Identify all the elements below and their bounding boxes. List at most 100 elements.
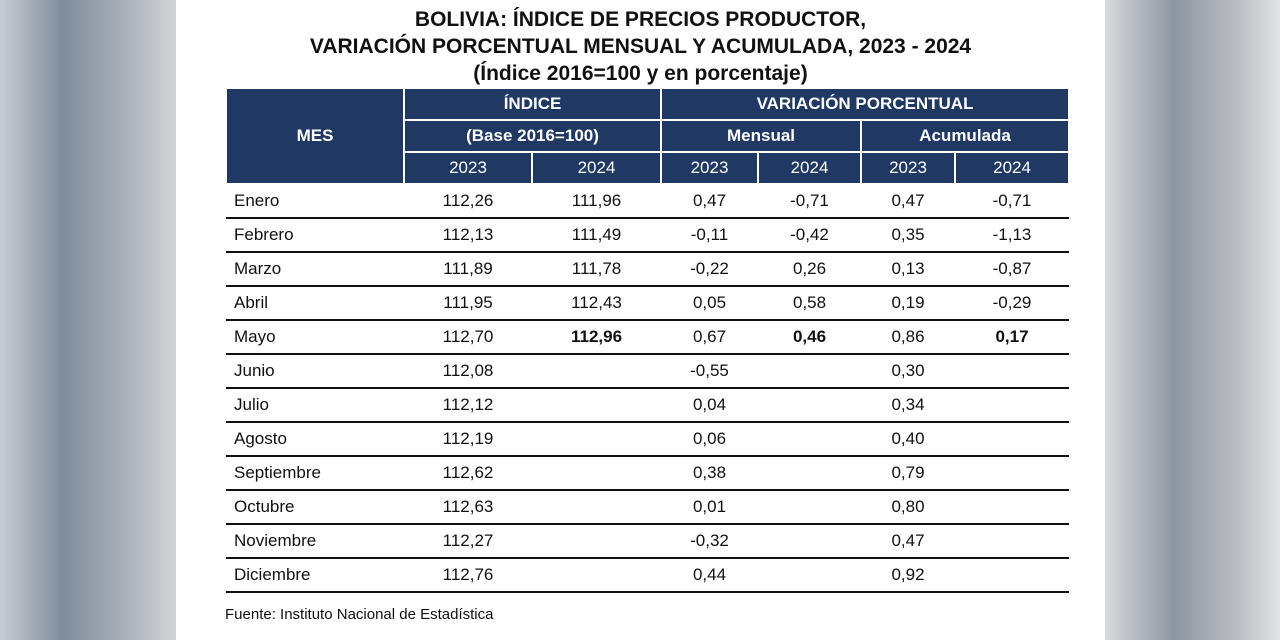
table-row: Julio 112,12 0,04 0,34: [226, 388, 1070, 423]
cell-indice-2024: 111,78: [532, 252, 661, 287]
cell-indice-2023: 112,70: [404, 320, 532, 355]
table-row: Octubre 112,63 0,01 0,80: [226, 490, 1070, 525]
cell-indice-2024: [532, 524, 661, 559]
cell-mes: Abril: [226, 286, 404, 321]
cell-mes: Noviembre: [226, 524, 404, 559]
cell-indice-2024: 112,43: [532, 286, 661, 321]
cell-indice-2023: 112,13: [404, 218, 532, 253]
cell-mensual-2023: -0,11: [661, 218, 758, 253]
cell-mes: Marzo: [226, 252, 404, 287]
header-year: 2024: [531, 151, 662, 185]
cell-indice-2024: [532, 388, 661, 423]
cell-acumulada-2023: 0,34: [861, 388, 955, 423]
title-line-3: (Índice 2016=100 y en porcentaje): [473, 62, 808, 85]
cell-mes: Julio: [226, 388, 404, 423]
header-year: 2024: [953, 151, 1071, 185]
cell-mensual-2024: -0,71: [758, 184, 861, 219]
cell-indice-2023: 112,08: [404, 354, 532, 389]
cell-acumulada-2023: 0,92: [861, 558, 955, 593]
table-row: Noviembre 112,27 -0,32 0,47: [226, 524, 1070, 559]
cell-mensual-2023: -0,55: [661, 354, 758, 389]
price-index-table: MES ÍNDICE VARIACIÓN PORCENTUAL (Base 20…: [225, 87, 1071, 593]
cell-mensual-2023: -0,22: [661, 252, 758, 287]
table-row: Junio 112,08 -0,55 0,30: [226, 354, 1070, 389]
cell-acumulada-2023: 0,79: [861, 456, 955, 491]
table-row: Abril 111,95 112,43 0,05 0,58 0,19 -0,29: [226, 286, 1070, 321]
cell-acumulada-2023: 0,40: [861, 422, 955, 457]
cell-mensual-2023: 0,01: [661, 490, 758, 525]
cell-indice-2024: [532, 558, 661, 593]
cell-indice-2023: 112,27: [404, 524, 532, 559]
cell-acumulada-2023: 0,19: [861, 286, 955, 321]
table-row: Marzo 111,89 111,78 -0,22 0,26 0,13 -0,8…: [226, 252, 1070, 287]
cell-acumulada-2024: [955, 422, 1070, 457]
header-variacion: VARIACIÓN PORCENTUAL: [659, 87, 1071, 121]
cell-indice-2023: 112,12: [404, 388, 532, 423]
cell-mensual-2023: 0,47: [661, 184, 758, 219]
cell-mensual-2024: [758, 354, 861, 389]
cell-acumulada-2024: -1,13: [955, 218, 1070, 253]
cell-acumulada-2024: -0,29: [955, 286, 1070, 321]
cell-acumulada-2024: [955, 354, 1070, 389]
cell-indice-2023: 112,62: [404, 456, 532, 491]
cell-acumulada-2024: [955, 388, 1070, 423]
background-left: [0, 0, 178, 640]
cell-mensual-2024: [758, 558, 861, 593]
cell-indice-2024: 112,96: [532, 320, 661, 355]
cell-acumulada-2023: 0,35: [861, 218, 955, 253]
header-year: 2023: [860, 151, 956, 185]
cell-acumulada-2023: 0,47: [861, 524, 955, 559]
header-year: 2023: [660, 151, 759, 185]
title-line-2: VARIACIÓN PORCENTUAL MENSUAL Y ACUMULADA…: [309, 35, 972, 58]
cell-mensual-2024: [758, 490, 861, 525]
title-line-1: BOLIVIA: ÍNDICE DE PRECIOS PRODUCTOR,: [414, 8, 867, 31]
cell-indice-2023: 112,63: [404, 490, 532, 525]
cell-mensual-2024: 0,58: [758, 286, 861, 321]
cell-mensual-2023: 0,67: [661, 320, 758, 355]
cell-acumulada-2024: [955, 456, 1070, 491]
cell-indice-2024: [532, 354, 661, 389]
cell-mensual-2023: 0,38: [661, 456, 758, 491]
document-page: BOLIVIA: ÍNDICE DE PRECIOS PRODUCTOR, VA…: [176, 0, 1105, 640]
cell-indice-2024: 111,49: [532, 218, 661, 253]
cell-indice-2024: [532, 490, 661, 525]
cell-mes: Septiembre: [226, 456, 404, 491]
cell-mensual-2023: 0,44: [661, 558, 758, 593]
cell-mensual-2024: 0,26: [758, 252, 861, 287]
cell-acumulada-2024: [955, 558, 1070, 593]
cell-acumulada-2024: -0,87: [955, 252, 1070, 287]
cell-acumulada-2024: -0,71: [955, 184, 1070, 219]
header-base: (Base 2016=100): [403, 119, 662, 153]
cell-mes: Agosto: [226, 422, 404, 457]
cell-acumulada-2023: 0,86: [861, 320, 955, 355]
table-row: Enero 112,26 111,96 0,47 -0,71 0,47 -0,7…: [226, 184, 1070, 219]
header-indice: ÍNDICE: [403, 87, 662, 121]
header-year: 2023: [403, 151, 533, 185]
background-right: [1104, 0, 1280, 640]
cell-mensual-2024: [758, 456, 861, 491]
table-row: Diciembre 112,76 0,44 0,92: [226, 558, 1070, 593]
cell-mes: Mayo: [226, 320, 404, 355]
cell-indice-2023: 111,95: [404, 286, 532, 321]
cell-mensual-2023: 0,05: [661, 286, 758, 321]
source-note: Fuente: Instituto Nacional de Estadístic…: [225, 606, 494, 623]
table-row: Mayo 112,70 112,96 0,67 0,46 0,86 0,17: [226, 320, 1070, 355]
table-row: Agosto 112,19 0,06 0,40: [226, 422, 1070, 457]
cell-indice-2023: 112,76: [404, 558, 532, 593]
cell-mes: Octubre: [226, 490, 404, 525]
cell-acumulada-2023: 0,80: [861, 490, 955, 525]
cell-mensual-2024: [758, 524, 861, 559]
table-row: Septiembre 112,62 0,38 0,79: [226, 456, 1070, 491]
cell-mensual-2024: [758, 422, 861, 457]
cell-mensual-2023: -0,32: [661, 524, 758, 559]
cell-mes: Diciembre: [226, 558, 404, 593]
cell-indice-2024: [532, 456, 661, 491]
cell-mensual-2024: -0,42: [758, 218, 861, 253]
table-row: Febrero 112,13 111,49 -0,11 -0,42 0,35 -…: [226, 218, 1070, 253]
cell-indice-2024: 111,96: [532, 184, 661, 219]
cell-mensual-2023: 0,04: [661, 388, 758, 423]
cell-indice-2023: 111,89: [404, 252, 532, 287]
cell-mensual-2024: [758, 388, 861, 423]
cell-indice-2023: 112,19: [404, 422, 532, 457]
cell-acumulada-2023: 0,47: [861, 184, 955, 219]
